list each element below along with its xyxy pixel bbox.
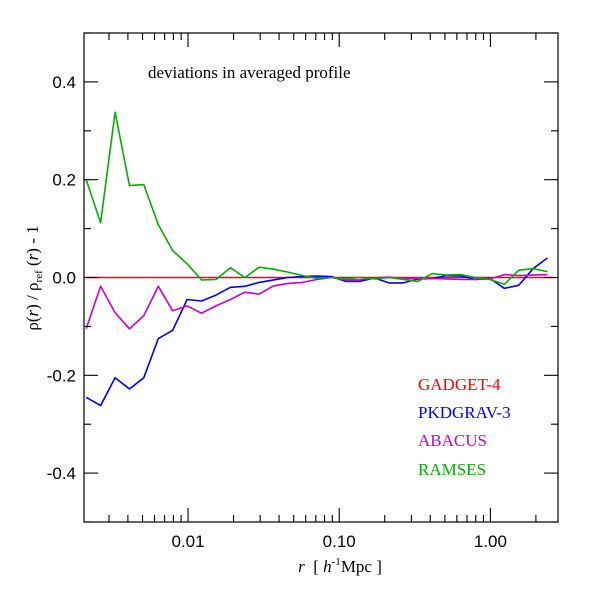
- ticks-layer: [84, 32, 558, 523]
- x-tick-label: 0.10: [323, 532, 356, 551]
- y-axis-label-mid2: (: [23, 260, 42, 270]
- y-tick-label: 0.2: [52, 171, 76, 190]
- y-axis-label-rho: ρ(: [23, 316, 42, 330]
- series-line-abacus: [85, 273, 548, 330]
- legend-entry-ramses: RAMSES: [418, 460, 486, 479]
- y-tick-label: -0.2: [47, 366, 76, 385]
- y-tick-label: -0.4: [47, 464, 76, 483]
- y-axis-label-r2: r: [23, 253, 42, 260]
- y-axis-label-sub: ref: [33, 270, 45, 283]
- series-line-ramses: [85, 111, 548, 286]
- legend-entry-pkdgrav3: PKDGRAV-3: [418, 403, 511, 422]
- tick-labels-layer: 0.01 0.10 1.00 0.4 0.2 0.0 -0.2 -0.4: [47, 73, 507, 551]
- x-axis-label-pre: [: [305, 557, 323, 576]
- y-axis-label-r1: r: [23, 309, 42, 316]
- y-axis-label-end: ) - 1: [23, 225, 42, 253]
- x-tick-label: 1.00: [474, 532, 507, 551]
- series-line-pkdgrav3: [85, 257, 548, 407]
- x-tick-label: 0.01: [171, 532, 204, 551]
- y-tick-label: 0.0: [52, 269, 76, 288]
- x-axis-label-unit: Mpc ]: [341, 557, 382, 576]
- x-axis-label-r: r: [298, 557, 305, 576]
- x-axis-label: r [ h-1Mpc ]: [298, 556, 382, 576]
- chart-title: deviations in averaged profile: [148, 63, 351, 82]
- legend: GADGET-4 PKDGRAV-3 ABACUS RAMSES: [418, 375, 511, 479]
- y-axis-label: ρ(r) / ρref (r) - 1: [23, 225, 45, 330]
- y-tick-label: 0.4: [52, 73, 76, 92]
- y-axis-label-mid: ) / ρ: [23, 282, 42, 309]
- legend-entry-abacus: ABACUS: [418, 431, 487, 450]
- series-layer: [85, 111, 556, 407]
- x-axis-label-h: h: [323, 557, 332, 576]
- x-axis-label-exp: -1: [332, 556, 341, 568]
- legend-entry-gadget4: GADGET-4: [418, 375, 501, 394]
